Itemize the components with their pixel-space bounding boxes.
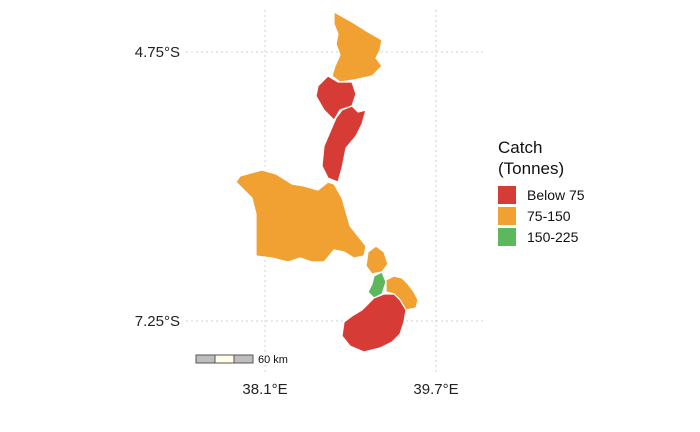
legend-label-75-150: 75-150 [527, 208, 571, 224]
legend-swatch-75-150 [498, 207, 516, 225]
scale-bar: 60 km [195, 354, 288, 366]
lon-label-left: 38.1°E [242, 381, 287, 398]
region-central-small[interactable] [365, 245, 389, 275]
lat-label-bottom: 7.25°S [135, 313, 180, 330]
region-west-large[interactable] [235, 169, 367, 263]
scale-bar-segment-1 [195, 354, 216, 364]
legend-title-line-2: (Tonnes) [498, 159, 564, 178]
region-north-central[interactable] [315, 75, 357, 121]
regions [235, 11, 419, 353]
legend-swatch-below-75 [498, 186, 516, 204]
legend: Catch (Tonnes) Below 75 75-150 150-225 [498, 138, 585, 246]
scale-bar-segment-3 [233, 354, 254, 364]
legend-swatch-150-225 [498, 228, 516, 246]
legend-label-150-225: 150-225 [527, 229, 579, 245]
legend-label-below-75: Below 75 [527, 187, 585, 203]
legend-title-line-1: Catch [498, 138, 542, 157]
region-south[interactable] [341, 293, 407, 353]
scale-bar-segment-2 [214, 354, 235, 364]
scale-bar-label: 60 km [258, 354, 288, 366]
region-north-tip[interactable] [331, 11, 383, 83]
region-north-lower[interactable] [321, 105, 367, 183]
lat-label-top: 4.75°S [135, 44, 180, 61]
lon-label-right: 39.7°E [413, 381, 458, 398]
